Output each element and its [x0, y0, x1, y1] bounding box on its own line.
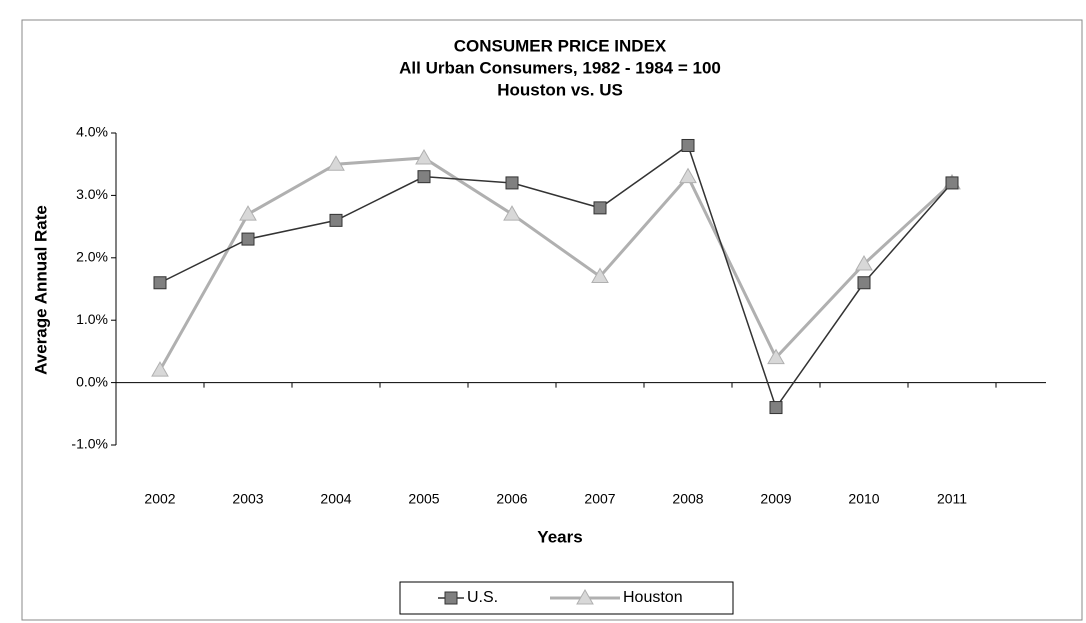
y-tick-label: 1.0%	[76, 311, 108, 327]
series-line	[159, 144, 953, 410]
x-tick-label: 2011	[937, 491, 967, 507]
chart-frame	[21, 19, 1083, 621]
marker	[239, 205, 257, 221]
marker	[503, 205, 521, 221]
legend-label: Houston	[623, 589, 683, 606]
legend-marker	[576, 588, 594, 605]
marker	[591, 267, 609, 284]
x-tick-label: 2003	[232, 491, 263, 507]
marker	[415, 148, 433, 165]
marker	[327, 155, 345, 171]
chart-title: CONSUMER PRICE INDEX	[454, 36, 667, 55]
y-tick-label: 4.0%	[76, 124, 108, 140]
x-tick-label: 2007	[584, 491, 615, 507]
x-tick-label: 2002	[144, 491, 175, 507]
marker	[857, 276, 871, 290]
marker	[329, 213, 343, 227]
legend-label: U.S.	[467, 589, 498, 606]
y-tick-label: 2.0%	[76, 249, 108, 265]
marker	[681, 138, 695, 152]
x-tick-label: 2009	[760, 491, 791, 507]
y-tick-label: 0.0%	[76, 373, 108, 389]
series-line	[158, 156, 954, 371]
x-tick-label: 2005	[408, 491, 439, 507]
marker	[769, 401, 783, 415]
marker	[945, 176, 959, 190]
marker	[767, 348, 785, 365]
x-tick-label: 2006	[496, 491, 527, 507]
marker	[679, 167, 697, 184]
chart-subtitle: All Urban Consumers, 1982 - 1984 = 100	[399, 58, 721, 77]
marker	[855, 255, 873, 271]
x-tick-label: 2010	[848, 491, 879, 507]
y-tick-label: -1.0%	[71, 436, 108, 452]
marker	[151, 361, 169, 377]
marker	[593, 201, 607, 215]
y-axis-title: Average Annual Rate	[31, 205, 50, 375]
x-tick-label: 2008	[672, 491, 703, 507]
x-axis-title: Years	[537, 527, 582, 546]
marker	[505, 176, 519, 190]
legend-marker	[444, 591, 458, 605]
marker	[241, 232, 255, 246]
marker	[417, 170, 431, 184]
y-tick-label: 3.0%	[76, 186, 108, 202]
marker	[153, 276, 167, 290]
x-tick-label: 2004	[320, 491, 351, 507]
chart-subtitle: Houston vs. US	[497, 80, 623, 99]
